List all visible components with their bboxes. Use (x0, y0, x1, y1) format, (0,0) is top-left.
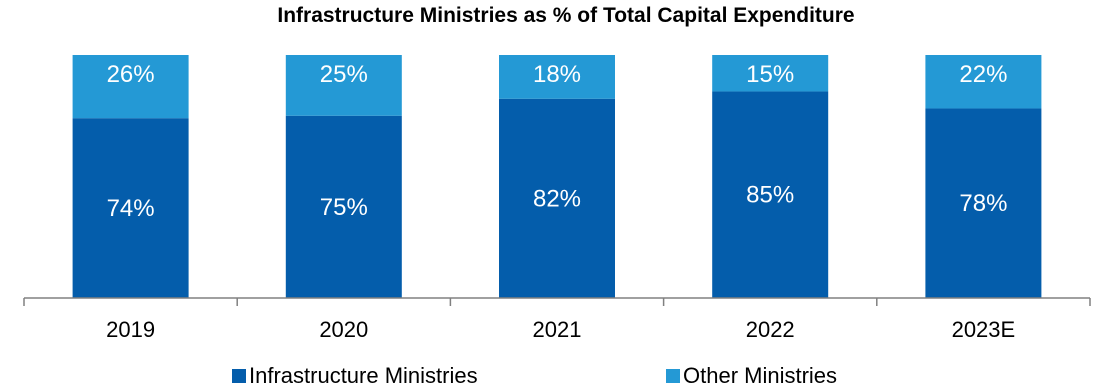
bar-segment (712, 91, 829, 298)
data-label: 25% (320, 61, 368, 88)
data-label: 22% (959, 61, 1007, 88)
data-label: 15% (746, 61, 794, 88)
bars-group: 74% 26% 75% 25% 82% 18% 85% 15% 78% 22% (72, 55, 1042, 299)
legend-label: Infrastructure Ministries (249, 363, 478, 388)
x-tick-label: 2019 (106, 317, 155, 342)
legend: Infrastructure Ministries Other Ministrie… (232, 363, 837, 388)
legend-label: Other Ministries (683, 363, 837, 388)
x-tick-label: 2020 (319, 317, 368, 342)
bar-segment (72, 55, 189, 119)
data-label: 75% (320, 194, 368, 221)
x-tick-label: 2021 (533, 317, 582, 342)
x-axis: 2019 2020 2021 2022 2023E (23, 297, 1091, 342)
legend-swatch (232, 369, 246, 383)
data-label: 26% (107, 61, 155, 88)
bar-segment (499, 55, 615, 99)
bar-segment (285, 115, 402, 298)
bar-segment (72, 118, 189, 299)
bar-segment (925, 55, 1042, 109)
data-label: 78% (959, 190, 1007, 217)
x-tick-label: 2022 (746, 317, 795, 342)
legend-swatch (666, 369, 680, 383)
data-label: 18% (533, 61, 581, 88)
data-label: 82% (533, 185, 581, 212)
data-label: 74% (107, 195, 155, 222)
x-tick-label: 2023E (952, 317, 1016, 342)
data-label: 85% (746, 182, 794, 209)
bar-segment (712, 55, 829, 92)
chart-title: Infrastructure Ministries as % of Total … (277, 4, 854, 27)
bar-segment (285, 55, 402, 116)
bar-segment (925, 108, 1042, 299)
bar-segment (499, 98, 615, 299)
